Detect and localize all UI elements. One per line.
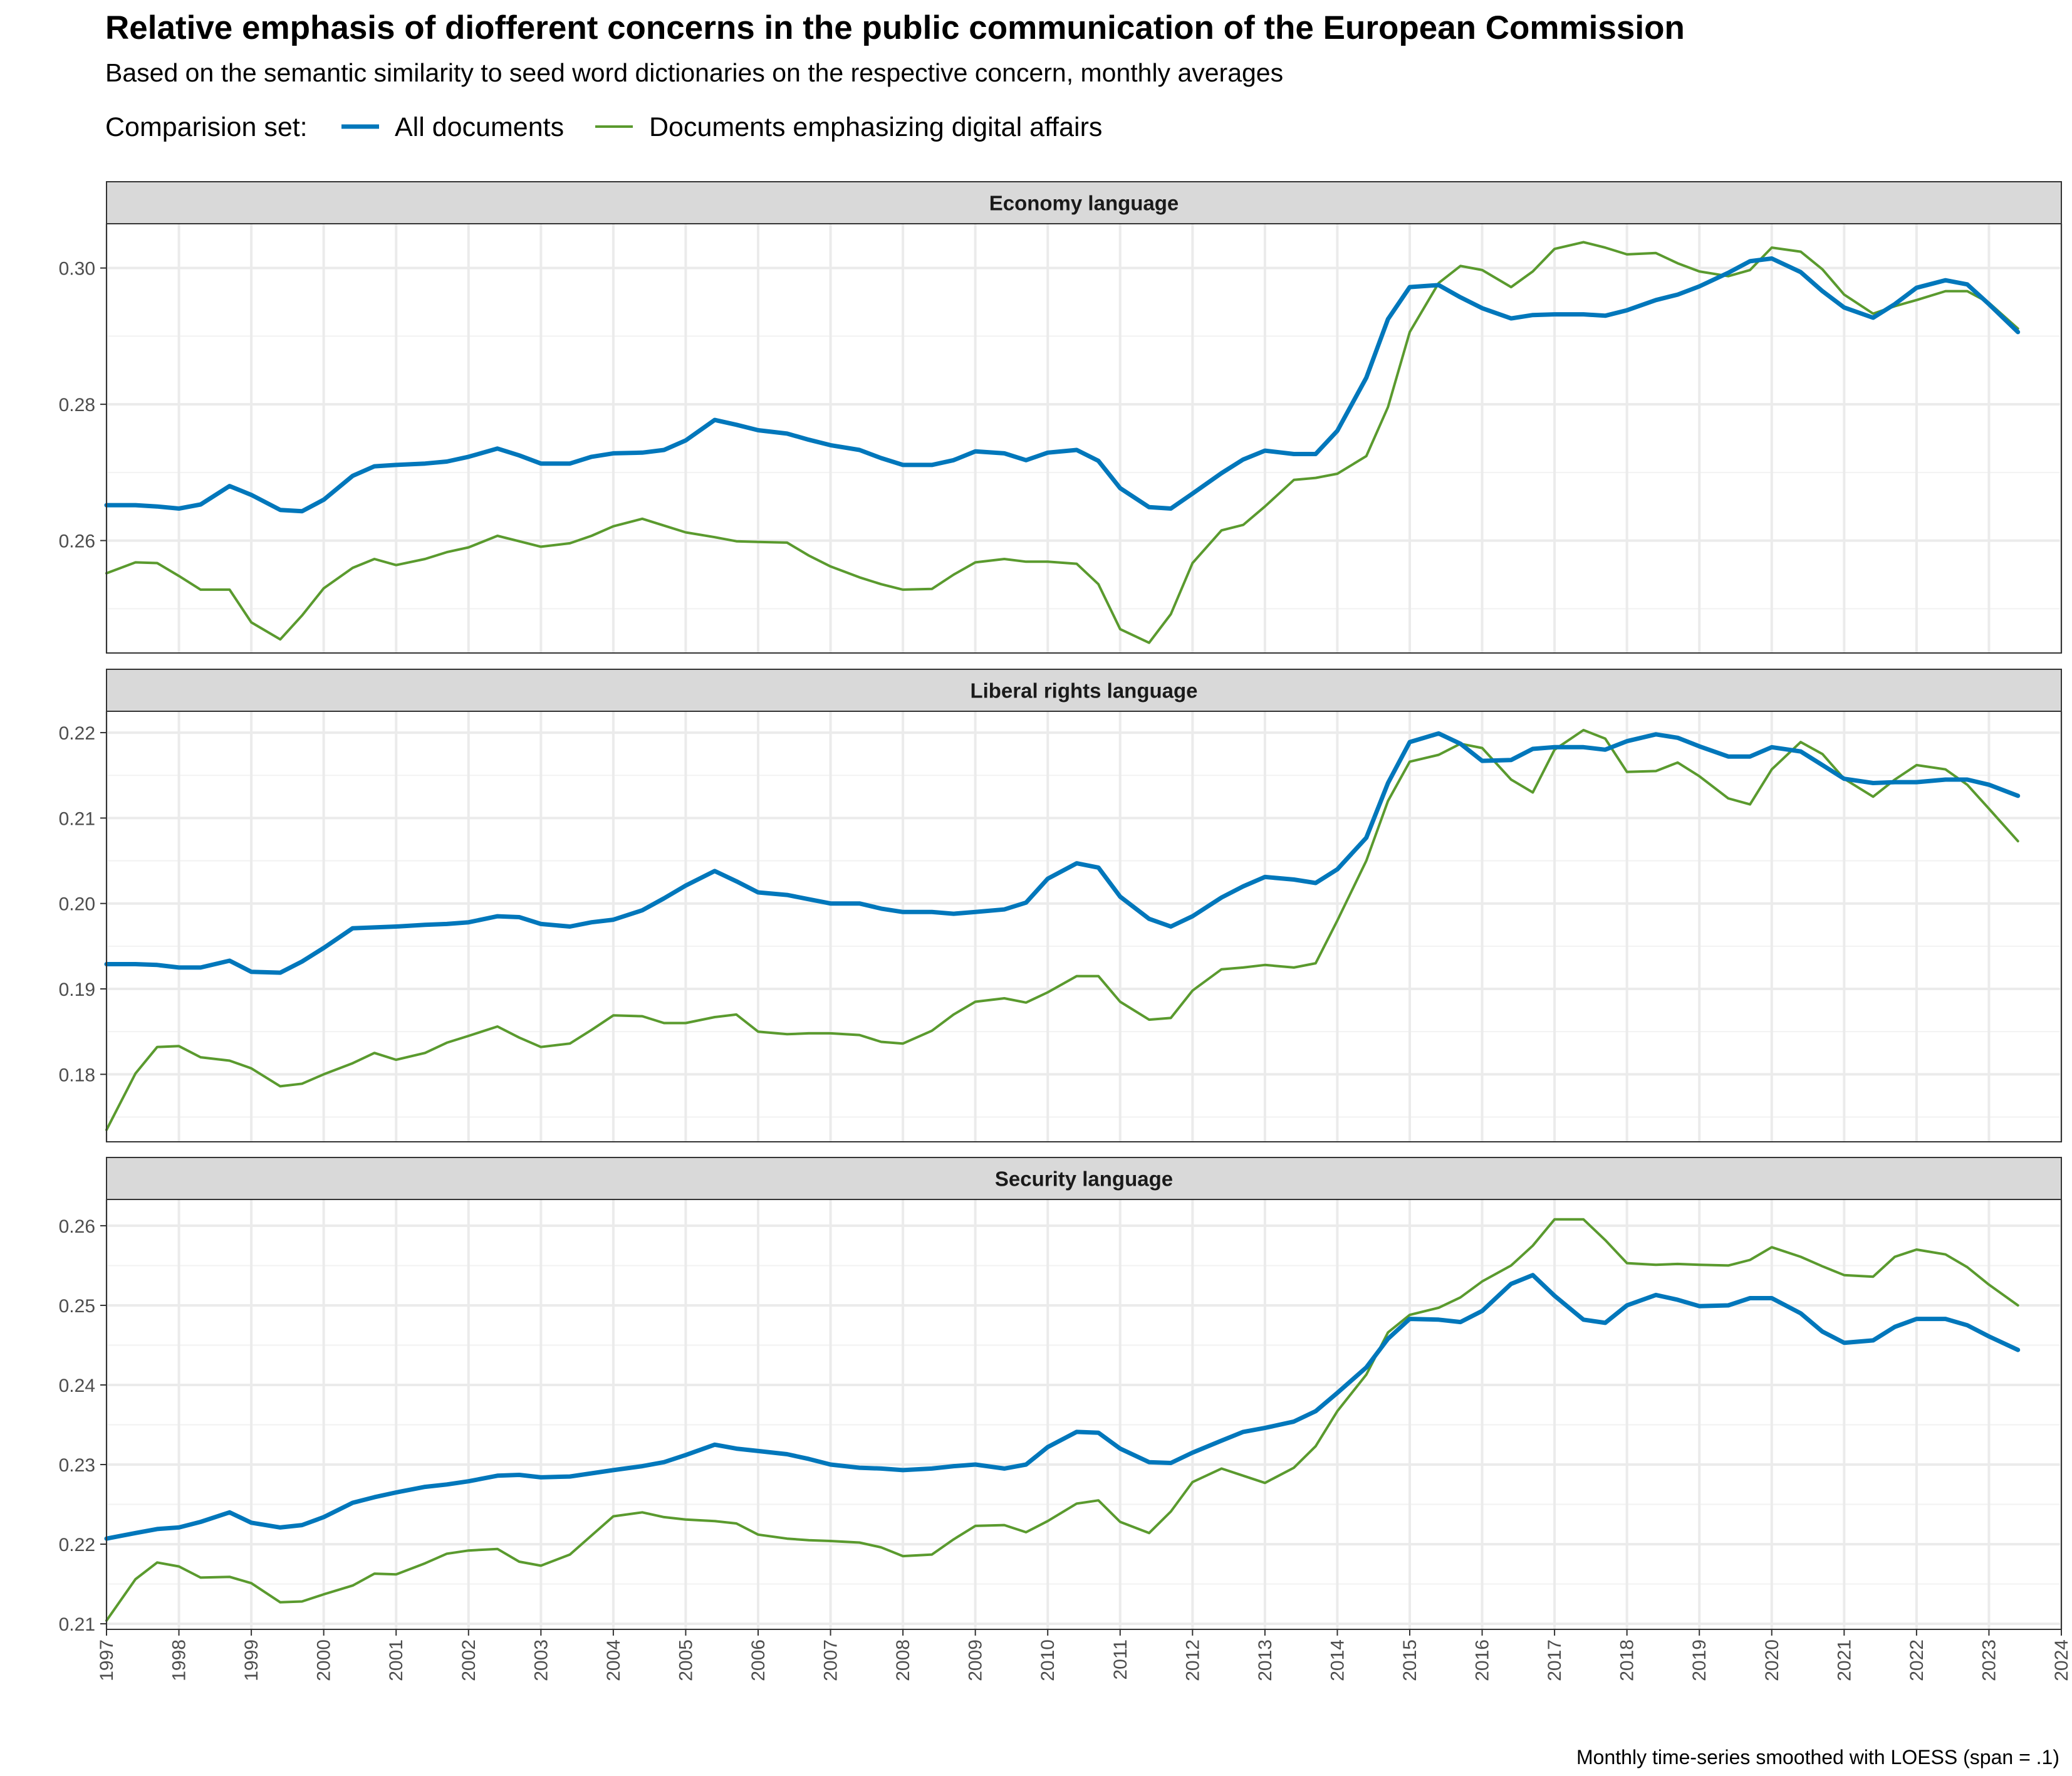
x-tick-label: 2010 bbox=[1038, 1639, 1058, 1681]
x-tick-label: 2004 bbox=[603, 1639, 624, 1681]
facet-strip bbox=[106, 669, 2062, 712]
y-tick-label: 0.21 bbox=[59, 1614, 95, 1635]
x-tick-label: 2006 bbox=[748, 1639, 769, 1681]
y-tick-label: 0.28 bbox=[59, 395, 95, 415]
panel-background bbox=[107, 1199, 2061, 1629]
panel-border bbox=[106, 223, 2062, 654]
series-line-all-documents bbox=[104, 1273, 2021, 1541]
y-tick-label: 0.25 bbox=[59, 1296, 95, 1317]
x-tick-label: 2013 bbox=[1255, 1639, 1276, 1681]
x-tick-label: 1997 bbox=[96, 1639, 117, 1681]
series-line-digital-affairs bbox=[105, 729, 2019, 1131]
y-tick-label: 0.24 bbox=[59, 1376, 95, 1396]
y-tick-label: 0.22 bbox=[59, 723, 95, 744]
panel-liberal-rights-language: Liberal rights language 0.18 0.19 0.20 0.21 0… bbox=[59, 669, 2063, 1142]
panel-background bbox=[107, 224, 2061, 653]
x-tick-label: 2017 bbox=[1544, 1639, 1565, 1681]
x-tick-label: 2000 bbox=[314, 1639, 335, 1681]
x-tick-label: 2018 bbox=[1617, 1639, 1638, 1681]
panel-border bbox=[106, 1199, 2062, 1630]
legend-title: Comparision set: bbox=[105, 112, 308, 142]
y-tick-label: 0.26 bbox=[59, 1216, 95, 1237]
x-tick-label: 2014 bbox=[1327, 1639, 1348, 1681]
series-line-digital-affairs bbox=[105, 1218, 2019, 1622]
x-tick-label: 2023 bbox=[1979, 1639, 1999, 1681]
facet-strip-label: Security language bbox=[995, 1167, 1173, 1191]
y-tick-label: 0.18 bbox=[59, 1065, 95, 1085]
x-tick-label: 2012 bbox=[1182, 1639, 1203, 1681]
series-line-all-documents bbox=[104, 731, 2021, 975]
chart-caption: Monthly time-series smoothed with LOESS … bbox=[1576, 1746, 2059, 1768]
x-tick-label: 2019 bbox=[1689, 1639, 1710, 1681]
facet-panels: Economy language 0.26 0.28 0.30 Liberal righ… bbox=[59, 181, 2063, 1635]
panel-security-language: Security language 0.21 0.22 0.23 0.24 0.25 0.2… bbox=[59, 1157, 2063, 1635]
y-tick-label: 0.26 bbox=[59, 531, 95, 552]
panel-border bbox=[106, 711, 2062, 1142]
y-tick-label: 0.20 bbox=[59, 894, 95, 915]
x-tick-label: 2016 bbox=[1472, 1639, 1493, 1681]
x-tick-label: 1999 bbox=[241, 1639, 262, 1681]
x-tick-label: 2024 bbox=[2051, 1639, 2072, 1681]
x-tick-label: 2015 bbox=[1400, 1639, 1420, 1681]
y-tick-label: 0.30 bbox=[59, 259, 95, 279]
facet-strip bbox=[106, 181, 2062, 224]
series-line-digital-affairs bbox=[105, 241, 2019, 644]
x-tick-label: 2008 bbox=[893, 1639, 914, 1681]
series-line-all-documents bbox=[104, 256, 2021, 514]
legend-label-digital-affairs: Documents emphasizing digital affairs bbox=[649, 112, 1102, 142]
x-tick-label: 2021 bbox=[1834, 1639, 1855, 1681]
chart-title: Relative emphasis of diofferent concerns… bbox=[105, 9, 1685, 46]
legend: Comparision set: All documents Documents… bbox=[105, 112, 1102, 142]
x-tick-label: 2011 bbox=[1110, 1639, 1131, 1680]
x-axis: 1997 1998 1999 2000 2001 2002 2003 2004 2005 2006… bbox=[96, 1629, 2072, 1681]
facet-strip-label: Economy language bbox=[989, 192, 1179, 215]
y-tick-label: 0.22 bbox=[59, 1535, 95, 1555]
legend-label-all-documents: All documents bbox=[395, 112, 564, 142]
x-tick-label: 2009 bbox=[966, 1639, 986, 1681]
panel-economy-language: Economy language 0.26 0.28 0.30 bbox=[59, 181, 2063, 654]
x-tick-label: 2005 bbox=[675, 1639, 696, 1681]
facet-strip-label: Liberal rights language bbox=[970, 679, 1197, 703]
x-tick-label: 1998 bbox=[169, 1639, 190, 1681]
x-tick-label: 2020 bbox=[1762, 1639, 1783, 1681]
x-tick-label: 2002 bbox=[459, 1639, 479, 1681]
x-tick-label: 2007 bbox=[821, 1639, 841, 1681]
x-tick-label: 2001 bbox=[386, 1639, 407, 1681]
y-tick-label: 0.21 bbox=[59, 808, 95, 829]
chart-subtitle: Based on the semantic similarity to seed… bbox=[105, 58, 1283, 87]
x-tick-label: 2022 bbox=[1907, 1639, 1927, 1681]
y-tick-label: 0.19 bbox=[59, 979, 95, 1000]
y-tick-label: 0.23 bbox=[59, 1455, 95, 1476]
x-tick-label: 2003 bbox=[531, 1639, 551, 1681]
